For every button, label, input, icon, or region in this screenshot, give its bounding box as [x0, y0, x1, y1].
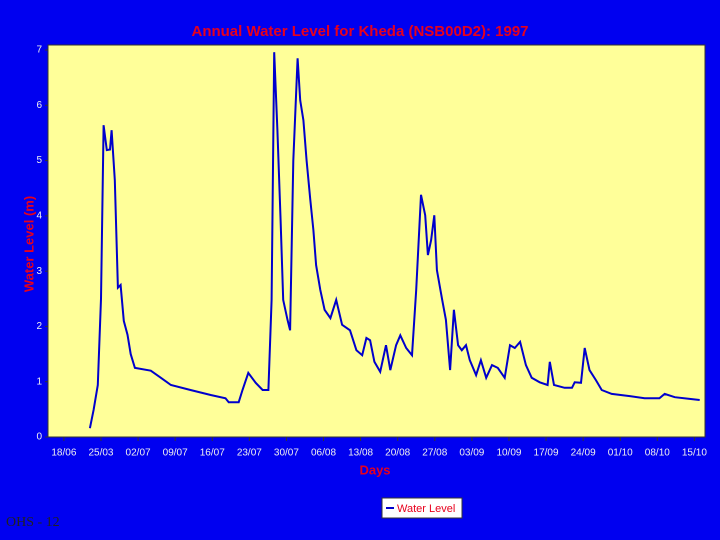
x-tick-label: 03/09 — [459, 448, 484, 459]
y-tick-label: 6 — [36, 100, 42, 111]
x-tick-label: 27/08 — [422, 448, 447, 459]
y-tick-label: 0 — [36, 432, 42, 443]
x-tick-label: 10/09 — [496, 448, 521, 459]
x-tick-label: 18/06 — [51, 448, 76, 459]
x-tick-label: 30/07 — [274, 448, 299, 459]
y-tick-label: 5 — [36, 155, 42, 166]
x-tick-label: 08/10 — [645, 448, 670, 459]
y-tick-label: 3 — [36, 266, 42, 277]
x-tick-label: 13/08 — [348, 448, 373, 459]
x-tick-label: 01/10 — [608, 448, 633, 459]
y-tick-label: 1 — [36, 376, 42, 387]
x-tick-label: 23/07 — [237, 448, 262, 459]
x-axis-label: Days — [359, 462, 390, 477]
x-tick-label: 09/07 — [163, 448, 188, 459]
legend-box — [381, 497, 463, 519]
plot-area — [47, 44, 706, 438]
y-tick-label: 7 — [36, 45, 42, 56]
x-tick-label: 25/03 — [88, 448, 113, 459]
x-tick-label: 15/10 — [682, 448, 707, 459]
x-tick-label: 17/09 — [534, 448, 559, 459]
x-tick-label: 02/07 — [126, 448, 151, 459]
legend-label: Water Level — [397, 503, 455, 515]
data-line — [88, 52, 700, 429]
x-tick-label: 16/07 — [200, 448, 225, 459]
y-tick-label: 2 — [36, 321, 42, 332]
chart-title: Annual Water Level for Kheda (NSB00D2): … — [191, 23, 528, 40]
y-axis-label: Water Level (m) — [21, 196, 36, 292]
x-tick-label: 06/08 — [311, 448, 336, 459]
footer: OHS - 12 — [6, 515, 60, 530]
x-tick-label: 20/08 — [385, 448, 410, 459]
x-tick-label: 24/09 — [571, 448, 596, 459]
y-tick-label: 4 — [36, 210, 42, 221]
